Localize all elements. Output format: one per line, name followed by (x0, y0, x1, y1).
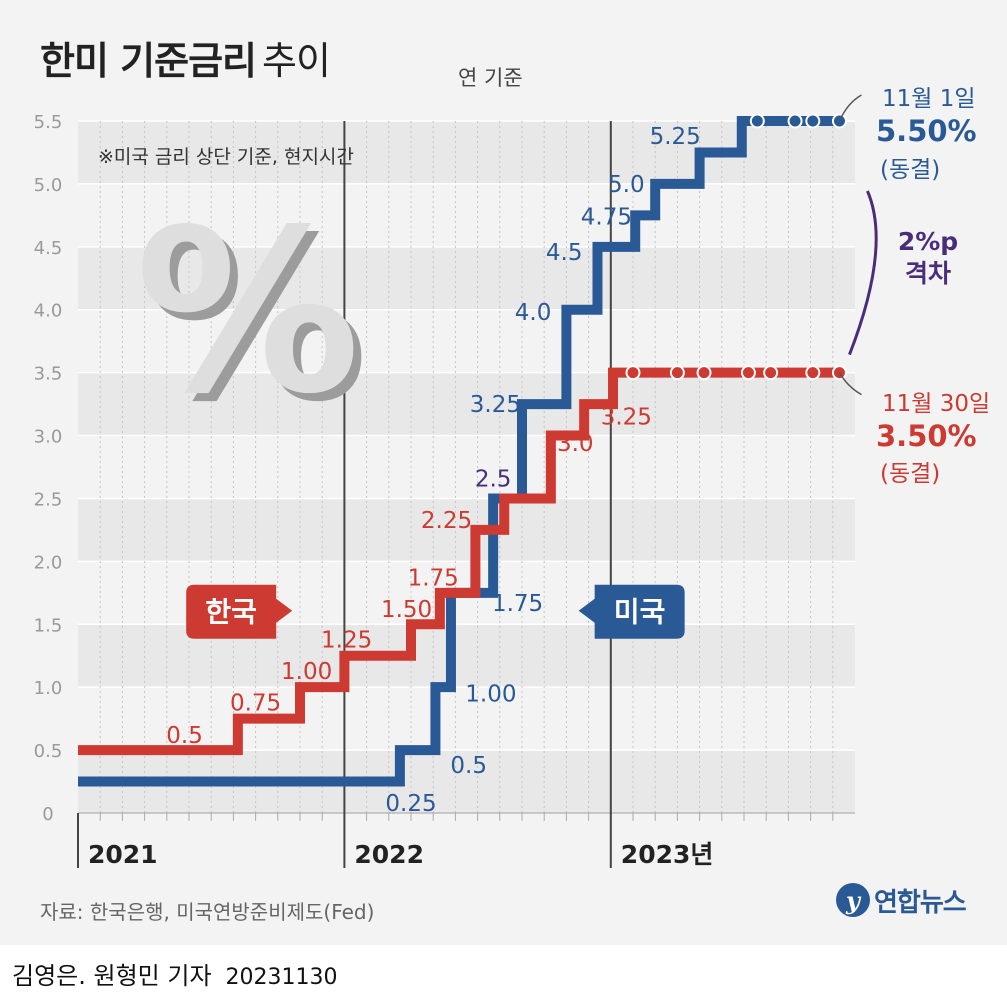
legend-korea: 한국 (186, 584, 293, 639)
us-rate-label: 5.0 (608, 172, 645, 198)
title-main: 한미 기준금리 (40, 39, 257, 83)
y-tick-label: 4.0 (34, 301, 63, 322)
legend-badge (186, 584, 293, 639)
us-rate-label: 4.5 (546, 240, 583, 266)
us-callout-date: 11월 1일 (882, 86, 976, 112)
y-tick-label: 1.5 (34, 615, 63, 636)
unit-note: 연 기준 (458, 66, 523, 90)
us-rate-label: 1.75 (492, 591, 543, 617)
kr-rate-label: 3.25 (601, 405, 652, 431)
y-tick-label: 2.0 (34, 552, 63, 573)
grid-band (78, 498, 855, 562)
byline-author: 김영은. 원형민 기자 (12, 962, 212, 990)
grid-band (78, 372, 855, 436)
byline-date: 20231130 (225, 965, 338, 990)
footnote: ※미국 금리 상단 기준, 현지시간 (98, 146, 354, 168)
y-tick-label: 0.5 (34, 741, 63, 762)
year-label: 2023년 (621, 840, 714, 869)
gap-bracket (848, 190, 878, 356)
page-title: 한미 기준금리 추이 (40, 30, 331, 85)
kr-rate-label: 0.5 (166, 723, 203, 749)
us-rate-label: 0.5 (450, 753, 487, 779)
us-rate-label: 0.25 (385, 791, 436, 817)
us-callout-leader (838, 94, 862, 122)
kr-rate-label: 2.25 (421, 508, 472, 534)
us-callout-rate: 5.50% (876, 114, 977, 148)
logo-text: 연합뉴스 (874, 887, 967, 918)
rate-chart: 2021 2022 2023년 0 0.5 1.0 1.5 2.0 2.5 3.0 3.5 4.0 4.… (34, 86, 990, 869)
gap-label-text: 격차 (905, 259, 951, 288)
y-tick-label: 5.5 (34, 112, 63, 133)
kr-rate-label: 3.0 (557, 431, 594, 457)
y-tick-label: 5.0 (34, 175, 63, 196)
percent-face: % (135, 182, 360, 444)
y-tick-label: 4.5 (34, 238, 63, 259)
kr-callout-status: (동결) (880, 461, 940, 487)
us-rate-line (78, 116, 840, 787)
y-tick-label: 3.0 (34, 427, 63, 448)
percent-decoration: %% (135, 182, 368, 452)
logo-mark-icon: y (836, 883, 870, 917)
us-rate-label: 1.00 (465, 681, 516, 707)
us-rate-label: 3.25 (470, 392, 521, 418)
yonhap-logo: y 연합뉴스 (836, 880, 967, 920)
kr-hold-marker (763, 365, 779, 381)
us-hold-marker (805, 113, 821, 129)
source-note: 자료: 한국은행, 미국연방준비제도(Fed) (40, 900, 375, 924)
title-sub: 추이 (262, 39, 331, 83)
gap-label-value: 2%p (898, 227, 958, 256)
kr-rate-label: 1.00 (281, 659, 332, 685)
kr-hold-marker (740, 365, 756, 381)
legend-badge (578, 584, 685, 639)
grid-band (78, 246, 855, 310)
kr-callout-leader (838, 372, 862, 396)
y-tick-label: 1.0 (34, 678, 63, 699)
kr-rate-label: 1.75 (408, 566, 459, 592)
us-rate-label: 4.0 (515, 300, 552, 326)
year-label: 2022 (354, 840, 424, 869)
kr-rate-label: 1.50 (381, 597, 432, 623)
us-rate-label: 5.25 (650, 124, 701, 150)
kr-callout-rate: 3.50% (876, 419, 977, 453)
y-tick-label: 3.5 (34, 364, 63, 385)
legend-label: 미국 (614, 596, 666, 629)
us-hold-marker (787, 113, 803, 129)
us-hold-marker (749, 113, 765, 129)
legend-us: 미국 (578, 584, 685, 639)
y-tick-label: 0 (42, 804, 53, 825)
kr-hold-marker (625, 365, 641, 381)
kr-rate-line (78, 367, 840, 756)
legend-label: 한국 (205, 596, 257, 629)
percent-shadow: % (143, 190, 368, 452)
kr-hold-marker (669, 365, 685, 381)
kr-rate-label: 0.75 (230, 690, 281, 716)
kr-rate-label: 1.25 (321, 627, 372, 653)
us-rate-label: 2.5 (475, 466, 512, 492)
y-tick-label: 2.5 (34, 489, 63, 510)
kr-callout-date: 11월 30일 (882, 391, 990, 417)
byline: 김영은. 원형민 기자 20231130 (12, 956, 338, 991)
kr-hold-marker (805, 365, 821, 381)
kr-hold-marker (696, 365, 712, 381)
us-rate-label: 4.75 (581, 205, 632, 231)
us-callout-status: (동결) (880, 157, 940, 183)
year-label: 2021 (88, 840, 158, 869)
